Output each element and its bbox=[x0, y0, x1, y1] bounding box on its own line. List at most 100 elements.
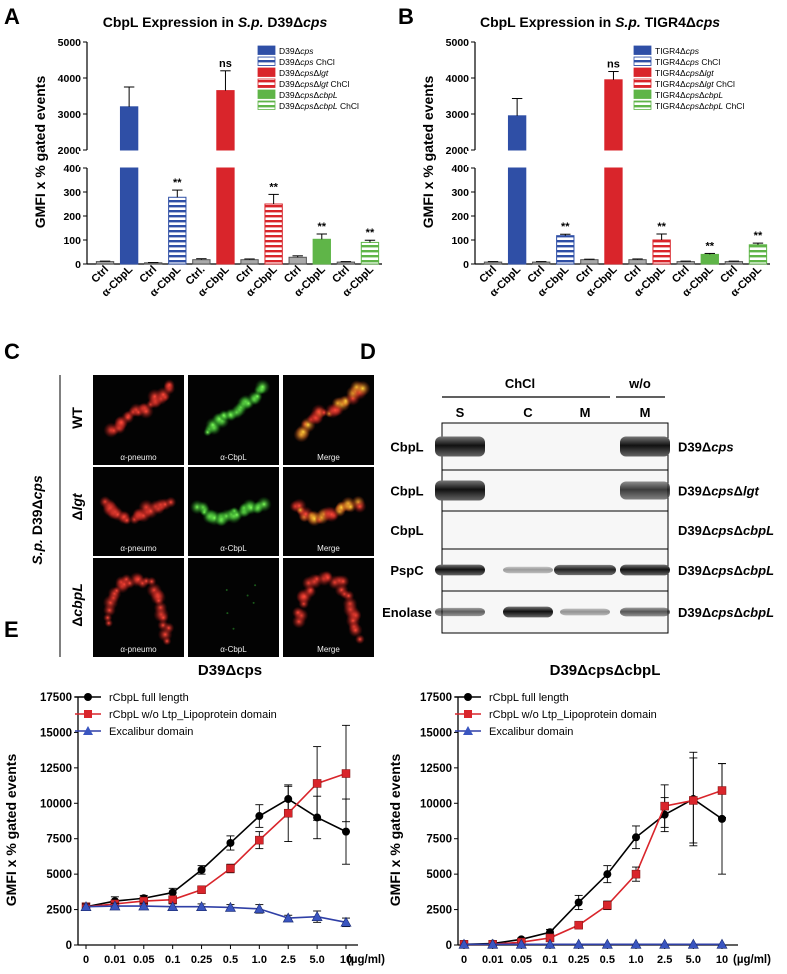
data-point bbox=[630, 938, 642, 949]
x-tick-label: 0.01 bbox=[482, 954, 503, 966]
bar-upper bbox=[119, 106, 139, 151]
chart-e-left: D39Δcps GMFI x % gated events 0 2500 5000 7… bbox=[3, 662, 385, 966]
bar bbox=[580, 259, 599, 265]
legend-marker bbox=[84, 693, 92, 701]
x-axis-unit: (µg/ml) bbox=[733, 954, 771, 966]
panel-label-e: E bbox=[4, 617, 19, 642]
blot-band bbox=[435, 564, 485, 576]
data-point bbox=[226, 864, 235, 873]
y-tick-label: 17500 bbox=[40, 692, 72, 704]
legend-label: D39ΔcpsΔlgt bbox=[279, 68, 329, 78]
significance-label: ns bbox=[219, 58, 232, 70]
blot-band bbox=[435, 607, 485, 617]
x-tick-label: 0 bbox=[461, 954, 467, 966]
data-point bbox=[197, 865, 206, 874]
legend-label: TIGR4ΔcpsΔcbpL ChCl bbox=[655, 101, 744, 111]
micrograph-caption: α-CbpL bbox=[220, 544, 247, 553]
background-speck bbox=[254, 584, 257, 587]
data-point bbox=[603, 901, 612, 910]
y-tick-label: 2000 bbox=[446, 145, 470, 157]
blot-strain-label: D39ΔcpsΔcbpL bbox=[678, 563, 774, 578]
microscopy-row-label-lgt: Δlgt bbox=[69, 492, 85, 521]
data-point bbox=[253, 903, 265, 914]
data-point bbox=[601, 938, 613, 949]
x-tick-label: 2.5 bbox=[281, 954, 296, 966]
significance-label: ** bbox=[754, 230, 763, 242]
bacterium bbox=[354, 380, 371, 397]
y-tick-label: 2500 bbox=[426, 905, 452, 917]
legend-label: rCbpL full length bbox=[489, 692, 569, 704]
y-tick-label: 0 bbox=[75, 259, 81, 271]
bacterium bbox=[353, 499, 367, 514]
y-tick-label: 10000 bbox=[420, 798, 452, 810]
legend-swatch bbox=[633, 45, 652, 55]
blot-protein-label: Enolase bbox=[382, 605, 432, 620]
bar bbox=[676, 261, 695, 265]
legend-label: rCbpL w/o Ltp_Lipoprotein domain bbox=[489, 709, 657, 721]
significance-label: ** bbox=[706, 240, 715, 252]
blot-band bbox=[435, 436, 485, 457]
data-point bbox=[660, 801, 669, 811]
bar bbox=[192, 259, 211, 265]
microscopy-row-label-cbpl: ΔcbpL bbox=[69, 583, 85, 627]
data-point bbox=[487, 938, 499, 949]
x-tick-label: 0.1 bbox=[542, 954, 557, 966]
data-point bbox=[80, 901, 92, 912]
microscopy-panel: S.p. D39Δcps WT Δlgt ΔcbpL α-pneumo α-Cbp… bbox=[29, 375, 374, 657]
legend-label: TIGR4ΔcpsΔcbpL bbox=[655, 90, 723, 100]
data-point bbox=[632, 833, 640, 842]
x-tick-label: 0 bbox=[83, 954, 89, 966]
legend-swatch bbox=[257, 78, 276, 88]
bar bbox=[483, 261, 503, 265]
data-point bbox=[689, 796, 698, 805]
legend-label: TIGR4Δcps ChCl bbox=[655, 57, 720, 67]
data-point bbox=[342, 827, 350, 836]
x-tick-label: 1.0 bbox=[252, 954, 267, 966]
data-point bbox=[255, 835, 264, 845]
x-tick-label: 0.01 bbox=[104, 954, 125, 966]
micrograph-caption: Merge bbox=[317, 453, 340, 462]
y-tick-label: 10000 bbox=[40, 798, 72, 810]
data-point bbox=[603, 870, 612, 879]
legend-swatch bbox=[633, 67, 652, 77]
legend-swatch bbox=[633, 100, 652, 110]
bacterium bbox=[254, 379, 271, 395]
y-tick-label: 400 bbox=[63, 163, 81, 175]
blot-band bbox=[503, 566, 553, 574]
y-tick-label: 5000 bbox=[426, 869, 452, 881]
bar bbox=[119, 167, 139, 265]
micrograph-caption: Merge bbox=[317, 544, 340, 553]
background-speck bbox=[225, 588, 228, 591]
blot-strain-label: D39ΔcpsΔcbpL bbox=[678, 605, 774, 620]
y-tick-label: 15000 bbox=[40, 727, 72, 739]
data-point bbox=[283, 808, 293, 818]
blot-group-chcl: ChCl bbox=[505, 376, 535, 391]
y-tick-label: 200 bbox=[451, 211, 469, 223]
bar bbox=[336, 261, 356, 265]
data-point bbox=[515, 938, 527, 949]
data-point bbox=[224, 901, 236, 912]
legend-label: D39Δcps ChCl bbox=[279, 57, 335, 67]
legend-label: rCbpL w/o Ltp_Lipoprotein domain bbox=[109, 709, 277, 721]
x-tick-label: 0.25 bbox=[568, 954, 589, 966]
legend-swatch bbox=[257, 67, 276, 77]
data-point bbox=[718, 814, 726, 823]
significance-label: ** bbox=[269, 181, 278, 193]
y-tick-label: 3000 bbox=[446, 109, 470, 121]
bar bbox=[360, 241, 380, 265]
data-point bbox=[573, 938, 585, 949]
significance-label: ** bbox=[657, 221, 666, 233]
series-line bbox=[85, 905, 347, 924]
blot-band bbox=[503, 606, 553, 618]
blot-protein-label: CbpL bbox=[390, 523, 423, 538]
legend-label: D39ΔcpsΔcbpL bbox=[279, 90, 338, 100]
microscopy-grid: α-pneumo α-CbpL Merge α-pneumo α-CbpL Merge α-… bbox=[93, 375, 374, 657]
bacterium bbox=[291, 606, 305, 619]
chart-e-right-ylabel: GMFI x % gated events bbox=[387, 754, 403, 907]
background-speck bbox=[226, 612, 229, 615]
chart-e-right-title: D39ΔcpsΔcbpL bbox=[550, 662, 661, 679]
bar-upper bbox=[216, 90, 235, 151]
legend-marker bbox=[464, 710, 472, 718]
data-point bbox=[197, 885, 206, 894]
